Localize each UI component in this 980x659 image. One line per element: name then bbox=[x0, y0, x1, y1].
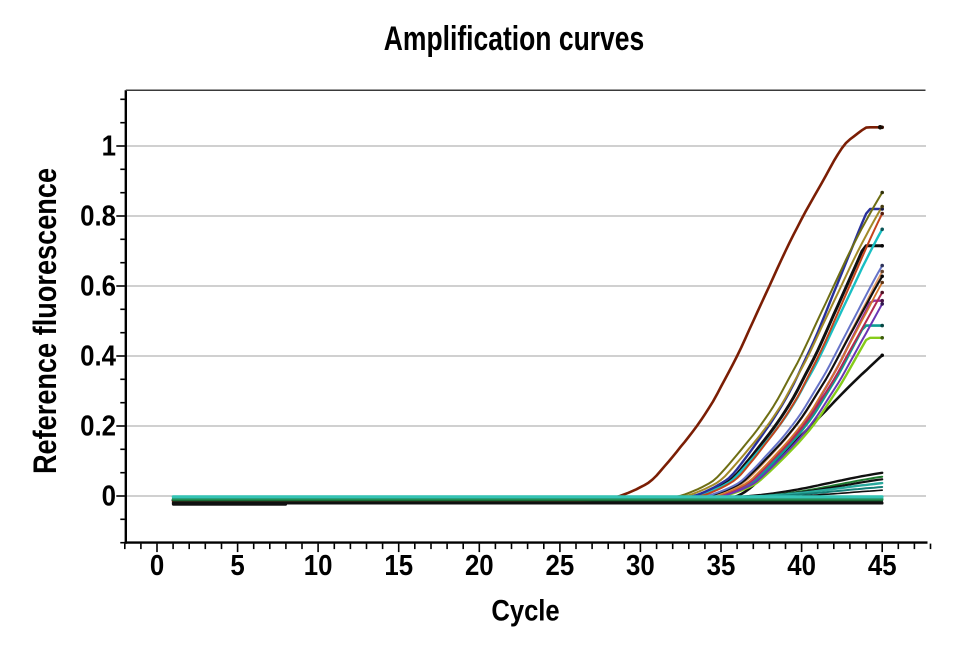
svg-text:0: 0 bbox=[150, 549, 164, 582]
svg-text:15: 15 bbox=[384, 549, 413, 582]
svg-text:30: 30 bbox=[626, 549, 655, 582]
svg-text:0.2: 0.2 bbox=[80, 409, 116, 442]
svg-text:1: 1 bbox=[102, 129, 116, 162]
svg-text:25: 25 bbox=[546, 549, 575, 582]
svg-text:0: 0 bbox=[102, 479, 116, 512]
svg-text:0.4: 0.4 bbox=[80, 339, 117, 372]
svg-text:40: 40 bbox=[787, 549, 816, 582]
svg-text:Amplification curves: Amplification curves bbox=[384, 20, 644, 58]
svg-text:35: 35 bbox=[707, 549, 736, 582]
svg-text:10: 10 bbox=[304, 549, 333, 582]
svg-text:Cycle: Cycle bbox=[491, 594, 559, 627]
svg-text:0.6: 0.6 bbox=[80, 269, 116, 302]
svg-text:20: 20 bbox=[465, 549, 494, 582]
svg-text:5: 5 bbox=[230, 549, 244, 582]
svg-text:Reference fluorescence: Reference fluorescence bbox=[28, 168, 64, 474]
svg-text:0.8: 0.8 bbox=[80, 199, 116, 232]
svg-text:45: 45 bbox=[868, 549, 897, 582]
